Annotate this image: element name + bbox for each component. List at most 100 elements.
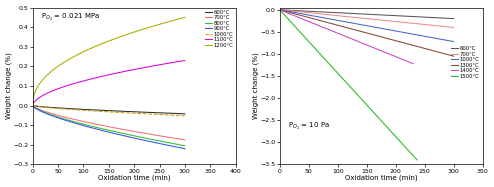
1200°C [125, 33, 131, 35]
1500°C [322, 58, 328, 60]
1000°C [182, 115, 188, 117]
Line: 900°C: 900°C [33, 106, 185, 149]
900°C [125, 136, 131, 138]
700°C [451, 26, 456, 29]
1400°C [410, 62, 416, 65]
1300°C [451, 55, 456, 57]
1500°C [363, 103, 369, 105]
1400°C [320, 26, 326, 28]
1000°C [333, 19, 339, 21]
600°C [451, 17, 456, 20]
1000°C [346, 21, 352, 24]
X-axis label: Oxidation time (min): Oxidation time (min) [98, 175, 170, 181]
1200°C [80, 51, 85, 53]
800°C [90, 125, 96, 128]
Line: 700°C: 700°C [33, 106, 185, 140]
700°C [182, 139, 188, 141]
900°C [80, 124, 85, 126]
1400°C [329, 30, 335, 32]
1000°C [125, 112, 131, 114]
1400°C [277, 9, 283, 11]
1300°C [403, 42, 409, 45]
1000°C [277, 9, 283, 11]
Line: 700°C: 700°C [280, 10, 453, 27]
Y-axis label: Weight change (%): Weight change (%) [5, 53, 12, 119]
700°C [90, 122, 96, 125]
1500°C [277, 9, 283, 11]
1300°C [346, 27, 352, 29]
600°C [182, 113, 188, 115]
X-axis label: Oxidation time (min): Oxidation time (min) [345, 175, 417, 181]
800°C [140, 137, 146, 139]
Line: 1400°C: 1400°C [280, 10, 413, 64]
800°C [182, 145, 188, 147]
Line: 1200°C: 1200°C [33, 17, 185, 106]
1200°C [140, 28, 146, 30]
600°C [403, 15, 409, 17]
1200°C [30, 105, 36, 107]
1000°C [140, 113, 146, 115]
1400°C [293, 15, 299, 17]
1000°C [403, 32, 409, 34]
1000°C [451, 40, 456, 43]
Line: 600°C: 600°C [33, 106, 185, 114]
Y-axis label: Weight change (%): Weight change (%) [252, 53, 259, 119]
700°C [140, 132, 146, 134]
600°C [80, 108, 85, 111]
700°C [30, 105, 36, 107]
1100°C [140, 67, 146, 69]
900°C [140, 139, 146, 141]
1400°C [373, 47, 379, 50]
1300°C [298, 14, 304, 16]
600°C [298, 10, 304, 12]
800°C [125, 134, 131, 136]
1000°C [298, 13, 304, 15]
600°C [140, 111, 146, 113]
900°C [90, 127, 96, 129]
600°C [30, 105, 36, 107]
Line: 1000°C: 1000°C [280, 10, 453, 42]
1500°C [376, 117, 382, 119]
700°C [125, 129, 131, 131]
1500°C [293, 27, 299, 29]
600°C [346, 12, 352, 14]
600°C [90, 109, 96, 111]
1300°C [386, 38, 392, 40]
700°C [333, 14, 339, 17]
800°C [30, 105, 36, 107]
1200°C [182, 16, 188, 19]
1000°C [80, 109, 85, 111]
600°C [333, 12, 339, 14]
1000°C [402, 32, 408, 34]
900°C [48, 114, 54, 117]
900°C [140, 139, 146, 141]
Line: 1000°C: 1000°C [33, 106, 185, 116]
800°C [48, 114, 54, 116]
1100°C [48, 90, 54, 93]
600°C [140, 111, 146, 113]
1100°C [125, 70, 131, 72]
Legend: 600°C, 700°C, 1000°C, 1300°C, 1400°C, 1500°C: 600°C, 700°C, 1000°C, 1300°C, 1400°C, 15… [450, 46, 480, 79]
1200°C [140, 28, 146, 30]
1100°C [80, 80, 85, 82]
1200°C [90, 46, 96, 49]
700°C [298, 11, 304, 13]
700°C [48, 112, 54, 114]
1200°C [48, 70, 54, 73]
600°C [48, 106, 54, 109]
1300°C [277, 9, 283, 11]
900°C [182, 148, 188, 150]
1000°C [90, 110, 96, 112]
600°C [277, 9, 283, 11]
Line: 600°C: 600°C [280, 10, 453, 19]
Line: 1500°C: 1500°C [280, 10, 417, 160]
1300°C [333, 24, 339, 26]
Line: 1100°C: 1100°C [33, 60, 185, 106]
1100°C [140, 67, 146, 69]
900°C [30, 105, 36, 107]
700°C [386, 20, 392, 22]
1000°C [386, 29, 392, 31]
1100°C [30, 105, 36, 107]
Text: P$_{O_2}$ = 10 Pa: P$_{O_2}$ = 10 Pa [288, 120, 330, 131]
1400°C [373, 48, 379, 50]
